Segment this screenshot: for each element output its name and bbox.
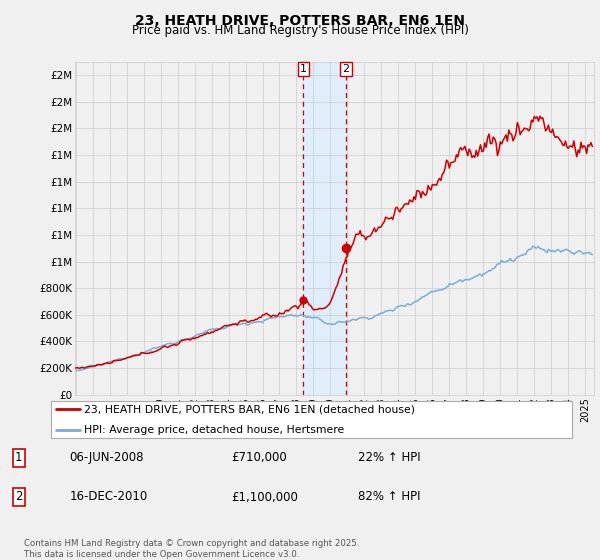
Text: 23, HEATH DRIVE, POTTERS BAR, EN6 1EN: 23, HEATH DRIVE, POTTERS BAR, EN6 1EN: [135, 14, 465, 28]
Text: 23, HEATH DRIVE, POTTERS BAR, EN6 1EN (detached house): 23, HEATH DRIVE, POTTERS BAR, EN6 1EN (d…: [84, 404, 415, 414]
Text: 16-DEC-2010: 16-DEC-2010: [70, 491, 148, 503]
Text: 2: 2: [343, 64, 350, 74]
Text: HPI: Average price, detached house, Hertsmere: HPI: Average price, detached house, Hert…: [84, 424, 344, 435]
Bar: [303, 62, 346, 395]
Text: 82% ↑ HPI: 82% ↑ HPI: [358, 491, 420, 503]
Text: Contains HM Land Registry data © Crown copyright and database right 2025.
This d: Contains HM Land Registry data © Crown c…: [24, 539, 359, 559]
Text: £1,100,000: £1,100,000: [231, 491, 298, 503]
Text: £710,000: £710,000: [231, 451, 287, 464]
FancyBboxPatch shape: [50, 402, 572, 437]
Text: 1: 1: [300, 64, 307, 74]
Text: 22% ↑ HPI: 22% ↑ HPI: [358, 451, 420, 464]
Text: Price paid vs. HM Land Registry's House Price Index (HPI): Price paid vs. HM Land Registry's House …: [131, 24, 469, 37]
Text: 2: 2: [15, 491, 23, 503]
Text: 06-JUN-2008: 06-JUN-2008: [70, 451, 144, 464]
Text: 1: 1: [15, 451, 23, 464]
